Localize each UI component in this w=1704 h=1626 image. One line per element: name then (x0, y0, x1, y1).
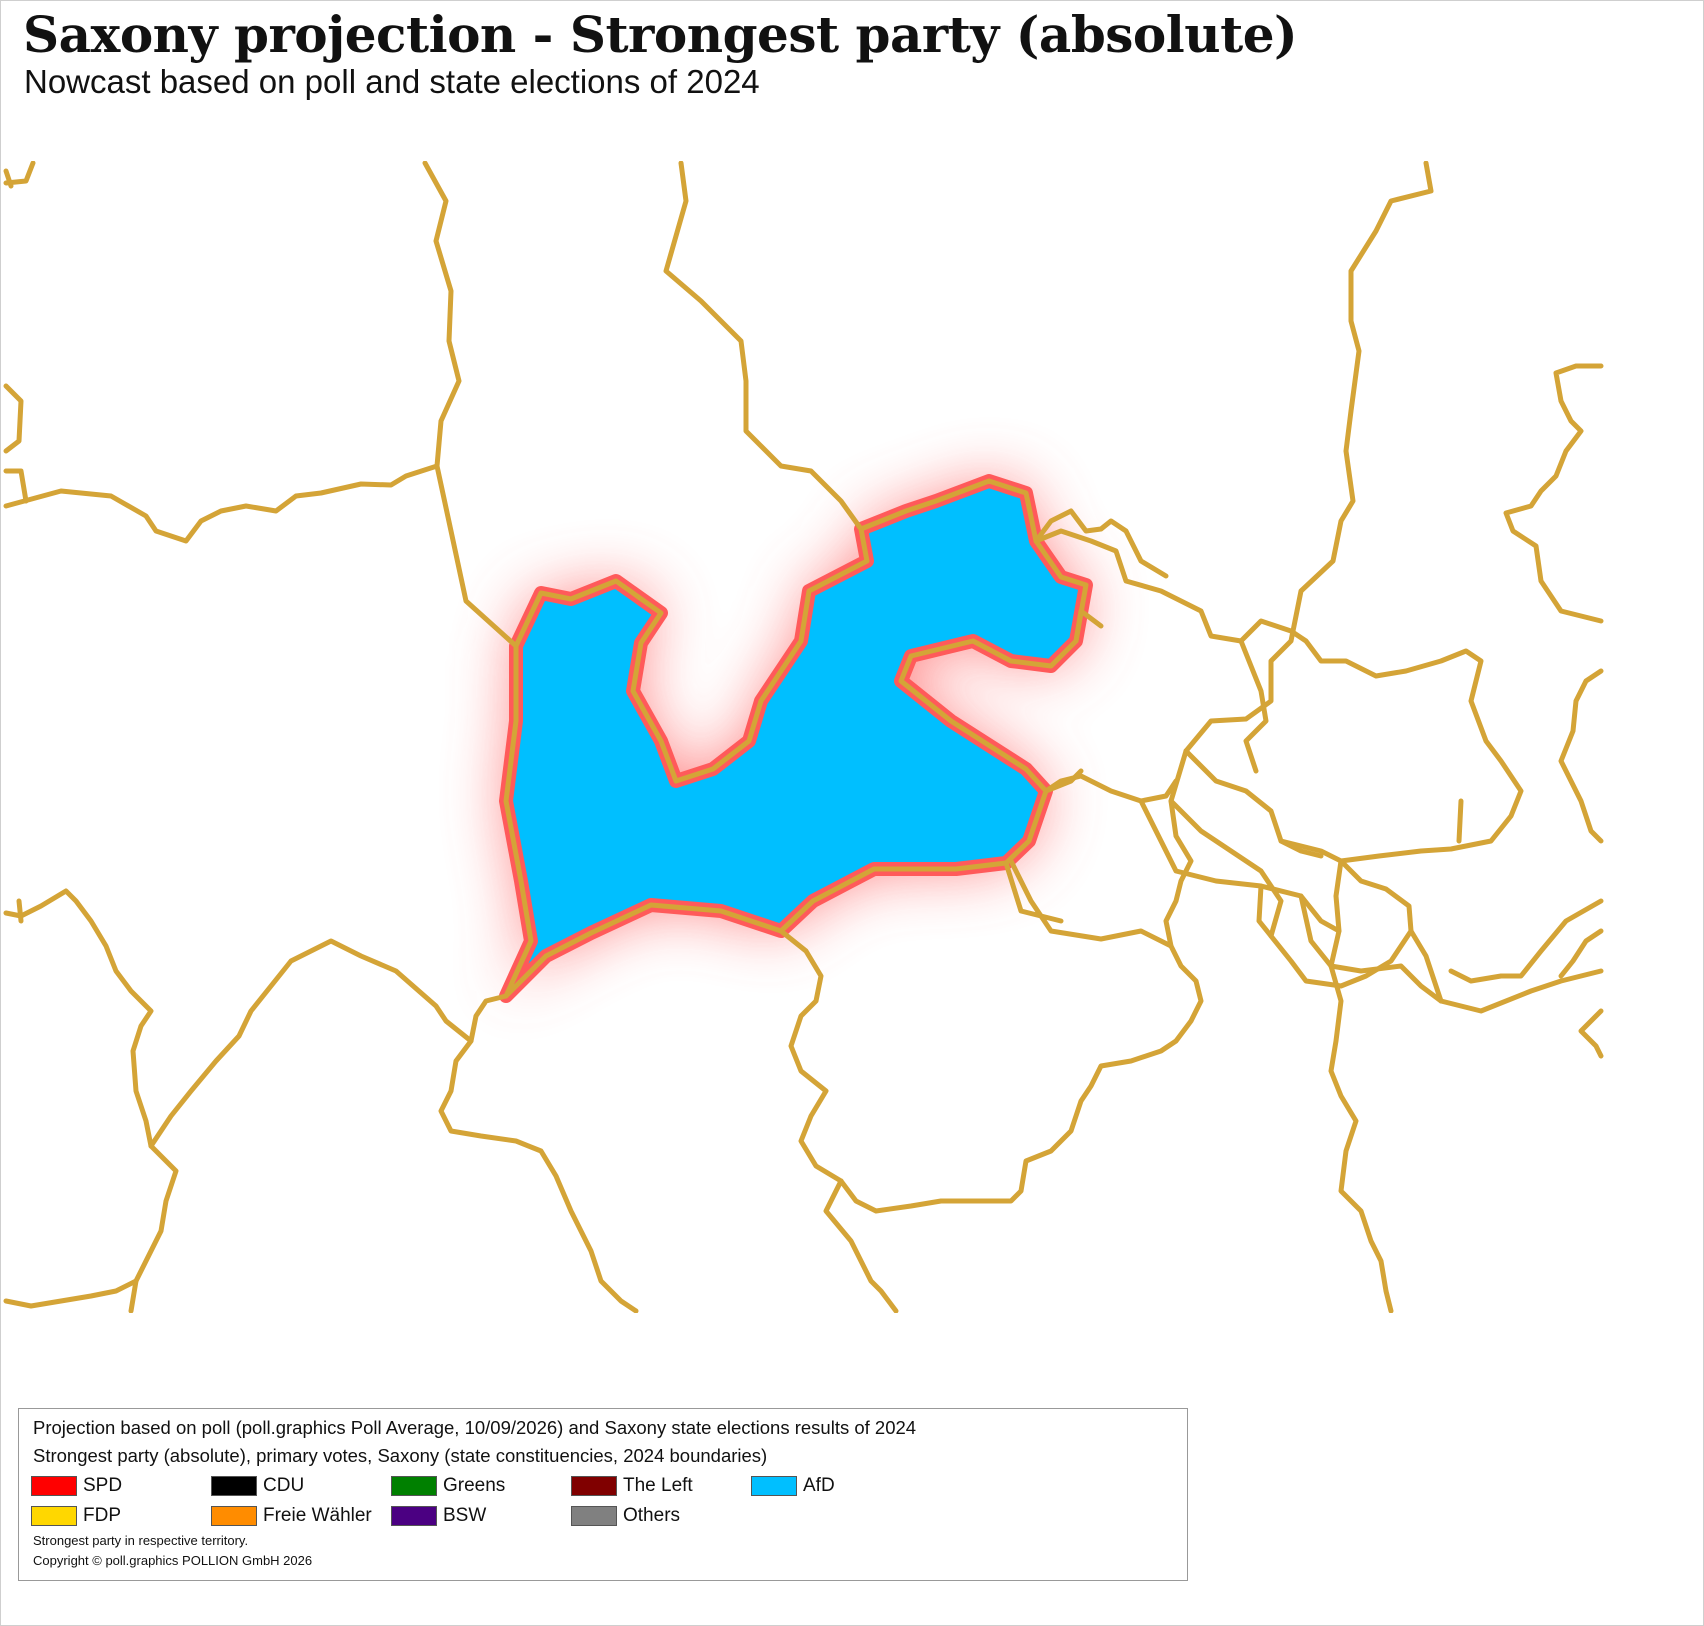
legend-item-bsw: BSW (391, 1505, 486, 1527)
legend-item-greens: Greens (391, 1475, 505, 1497)
legend: Projection based on poll (poll.graphics … (18, 1408, 1188, 1581)
legend-item-others: Others (571, 1505, 680, 1527)
legend-item-cdu: CDU (211, 1475, 304, 1497)
page-subtitle: Nowcast based on poll and state election… (24, 63, 760, 100)
constituency-borders (3, 161, 1604, 1313)
legend-description-line: Strongest party (absolute), primary vote… (33, 1445, 768, 1466)
legend-swatch (391, 1506, 437, 1526)
legend-source-line: Projection based on poll (poll.graphics … (33, 1417, 917, 1438)
page-title: Saxony projection - Strongest party (abs… (23, 5, 1298, 64)
legend-swatch (31, 1506, 77, 1526)
copyright: Copyright © poll.graphics POLLION GmbH 2… (33, 1553, 313, 1568)
legend-item-spd: SPD (31, 1475, 122, 1497)
legend-swatch (211, 1476, 257, 1496)
legend-swatch (31, 1476, 77, 1496)
constituency-map (3, 161, 1604, 1313)
constituency-afd-border (503, 478, 1089, 999)
legend-note: Strongest party in respective territory. (33, 1533, 249, 1548)
legend-swatch (571, 1506, 617, 1526)
legend-item-the-left: The Left (571, 1475, 693, 1497)
legend-swatch (571, 1476, 617, 1496)
legend-item-freie-waehler: Freie Wähler (211, 1505, 372, 1527)
legend-swatch (391, 1476, 437, 1496)
legend-swatch (211, 1506, 257, 1526)
legend-swatch (751, 1476, 797, 1496)
legend-item-fdp: FDP (31, 1505, 121, 1527)
legend-item-afd: AfD (751, 1475, 835, 1497)
